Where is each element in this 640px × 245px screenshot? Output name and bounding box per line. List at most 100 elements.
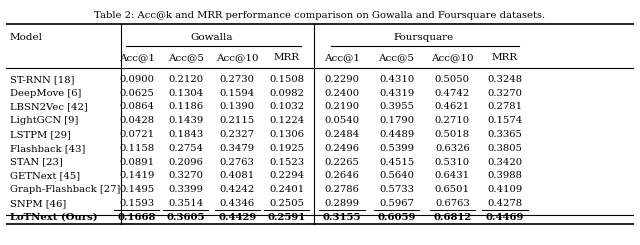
Text: 0.1304: 0.1304 xyxy=(168,89,204,98)
Text: 0.6501: 0.6501 xyxy=(435,185,470,194)
Text: Model: Model xyxy=(10,33,42,42)
Text: 0.4489: 0.4489 xyxy=(379,130,414,139)
Text: 0.2786: 0.2786 xyxy=(324,185,360,194)
Text: 0.2096: 0.2096 xyxy=(168,158,204,167)
Text: 0.6059: 0.6059 xyxy=(378,213,416,222)
Text: Flashback [43]: Flashback [43] xyxy=(10,144,85,153)
Text: STAN [23]: STAN [23] xyxy=(10,158,62,167)
Text: 0.1439: 0.1439 xyxy=(168,116,204,125)
Text: 0.4310: 0.4310 xyxy=(379,75,414,84)
Text: GETNext [45]: GETNext [45] xyxy=(10,172,79,180)
Text: Gowalla: Gowalla xyxy=(191,33,234,42)
Text: 0.0625: 0.0625 xyxy=(120,89,154,98)
Text: 0.3365: 0.3365 xyxy=(488,130,522,139)
Text: 0.0982: 0.0982 xyxy=(269,89,304,98)
Text: 0.2400: 0.2400 xyxy=(324,89,360,98)
Text: 0.5967: 0.5967 xyxy=(379,199,414,208)
Text: 0.2294: 0.2294 xyxy=(269,172,305,180)
Text: 0.4742: 0.4742 xyxy=(435,89,470,98)
Text: LoTNext (Ours): LoTNext (Ours) xyxy=(10,213,97,222)
Text: 0.1594: 0.1594 xyxy=(220,89,255,98)
Text: 0.2710: 0.2710 xyxy=(435,116,470,125)
Text: 0.2401: 0.2401 xyxy=(269,185,305,194)
Text: 0.3805: 0.3805 xyxy=(488,144,522,153)
Text: 0.0900: 0.0900 xyxy=(119,75,154,84)
Text: 0.4621: 0.4621 xyxy=(435,102,470,111)
Text: 0.3479: 0.3479 xyxy=(220,144,255,153)
Text: 0.2115: 0.2115 xyxy=(220,116,255,125)
Text: 0.1523: 0.1523 xyxy=(269,158,305,167)
Text: 0.1574: 0.1574 xyxy=(488,116,523,125)
Text: 0.6431: 0.6431 xyxy=(435,172,470,180)
Text: 0.5310: 0.5310 xyxy=(435,158,470,167)
Text: SNPM [46]: SNPM [46] xyxy=(10,199,66,208)
Text: 0.0864: 0.0864 xyxy=(119,102,154,111)
Text: Foursquare: Foursquare xyxy=(394,33,454,42)
Text: 0.1508: 0.1508 xyxy=(269,75,305,84)
Text: 0.2265: 0.2265 xyxy=(324,158,360,167)
Text: LBSN2Vec [42]: LBSN2Vec [42] xyxy=(10,102,87,111)
Text: 0.4346: 0.4346 xyxy=(220,199,255,208)
Text: 0.2899: 0.2899 xyxy=(324,199,360,208)
Text: Acc@1: Acc@1 xyxy=(119,53,155,62)
Text: 0.2496: 0.2496 xyxy=(324,144,360,153)
Text: 0.3270: 0.3270 xyxy=(488,89,522,98)
Text: 0.3248: 0.3248 xyxy=(488,75,523,84)
Text: MRR: MRR xyxy=(492,53,518,62)
Text: MRR: MRR xyxy=(274,53,300,62)
Text: 0.4429: 0.4429 xyxy=(218,213,257,222)
Text: 0.1306: 0.1306 xyxy=(269,130,304,139)
Text: 0.3605: 0.3605 xyxy=(166,213,205,222)
Text: 0.4242: 0.4242 xyxy=(220,185,255,194)
Text: 0.2754: 0.2754 xyxy=(168,144,204,153)
Text: DeepMove [6]: DeepMove [6] xyxy=(10,89,81,98)
Text: 0.1186: 0.1186 xyxy=(168,102,204,111)
Text: 0.3988: 0.3988 xyxy=(488,172,522,180)
Text: 0.1032: 0.1032 xyxy=(269,102,305,111)
Text: 0.3514: 0.3514 xyxy=(168,199,204,208)
Text: 0.6812: 0.6812 xyxy=(433,213,472,222)
Text: 0.2781: 0.2781 xyxy=(488,102,523,111)
Text: 0.1668: 0.1668 xyxy=(118,213,156,222)
Text: ST-RNN [18]: ST-RNN [18] xyxy=(10,75,74,84)
Text: 0.1390: 0.1390 xyxy=(220,102,255,111)
Text: Acc@1: Acc@1 xyxy=(324,53,360,62)
Text: Graph-Flashback [27]: Graph-Flashback [27] xyxy=(10,185,120,194)
Text: Acc@10: Acc@10 xyxy=(431,53,474,62)
Text: 0.5640: 0.5640 xyxy=(379,172,414,180)
Text: 0.2327: 0.2327 xyxy=(220,130,255,139)
Text: 0.2190: 0.2190 xyxy=(324,102,360,111)
Text: 0.4515: 0.4515 xyxy=(379,158,414,167)
Text: 0.1495: 0.1495 xyxy=(119,185,154,194)
Text: 0.3955: 0.3955 xyxy=(379,102,414,111)
Text: Acc@5: Acc@5 xyxy=(168,53,204,62)
Text: 0.6763: 0.6763 xyxy=(435,199,470,208)
Text: 0.0428: 0.0428 xyxy=(119,116,154,125)
Text: 0.1843: 0.1843 xyxy=(168,130,204,139)
Text: 0.1593: 0.1593 xyxy=(119,199,154,208)
Text: 0.2646: 0.2646 xyxy=(324,172,360,180)
Text: 0.3420: 0.3420 xyxy=(488,158,523,167)
Text: LSTPM [29]: LSTPM [29] xyxy=(10,130,70,139)
Text: 0.4319: 0.4319 xyxy=(379,89,414,98)
Text: Table 2: Acc@k and MRR performance comparison on Gowalla and Foursquare datasets: Table 2: Acc@k and MRR performance compa… xyxy=(95,11,545,20)
Text: 0.4278: 0.4278 xyxy=(488,199,523,208)
Text: 0.1790: 0.1790 xyxy=(379,116,414,125)
Text: 0.3155: 0.3155 xyxy=(323,213,361,222)
Text: 0.2484: 0.2484 xyxy=(324,130,360,139)
Text: 0.1925: 0.1925 xyxy=(269,144,305,153)
Text: 0.2290: 0.2290 xyxy=(324,75,360,84)
Text: 0.2505: 0.2505 xyxy=(269,199,304,208)
Text: 0.0721: 0.0721 xyxy=(119,130,154,139)
Text: 0.1224: 0.1224 xyxy=(269,116,305,125)
Text: 0.2730: 0.2730 xyxy=(220,75,255,84)
Text: 0.2763: 0.2763 xyxy=(220,158,255,167)
Text: 0.2591: 0.2591 xyxy=(268,213,306,222)
Text: 0.2120: 0.2120 xyxy=(168,75,204,84)
Text: 0.4469: 0.4469 xyxy=(486,213,524,222)
Text: 0.6326: 0.6326 xyxy=(435,144,470,153)
Text: 0.5050: 0.5050 xyxy=(435,75,470,84)
Text: 0.5018: 0.5018 xyxy=(435,130,470,139)
Text: Acc@10: Acc@10 xyxy=(216,53,259,62)
Text: LightGCN [9]: LightGCN [9] xyxy=(10,116,78,125)
